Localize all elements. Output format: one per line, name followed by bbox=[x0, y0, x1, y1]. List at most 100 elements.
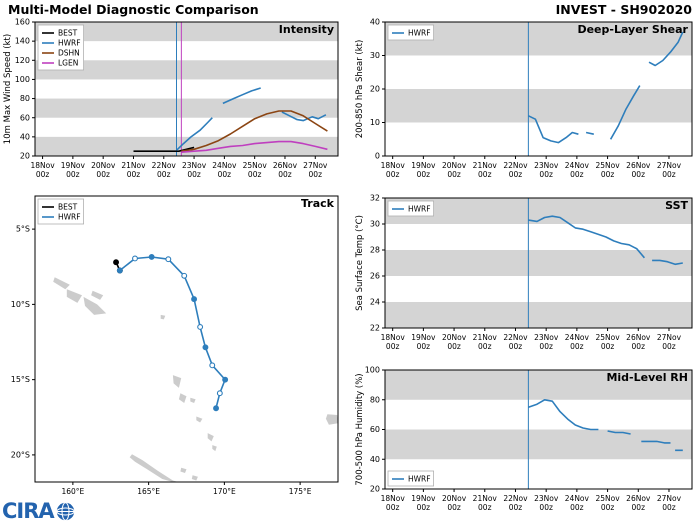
svg-text:80: 80 bbox=[370, 395, 380, 404]
svg-text:160: 160 bbox=[15, 18, 30, 27]
svg-text:00z: 00z bbox=[218, 170, 232, 179]
svg-text:32: 32 bbox=[370, 194, 380, 203]
svg-text:10°S: 10°S bbox=[11, 300, 30, 309]
cira-logo: CIRA bbox=[2, 499, 76, 523]
chart-svg-track: 5°S 10°S 15°S 20°S 160°E 165°E 170°E 175°E Track… bbox=[11, 195, 339, 496]
page-title: Multi-Model Diagnostic Comparison bbox=[8, 2, 259, 17]
cira-globe-icon bbox=[55, 501, 75, 521]
svg-text:200-850 hPa Shear (kt): 200-850 hPa Shear (kt) bbox=[355, 40, 365, 139]
svg-text:19Nov: 19Nov bbox=[411, 161, 436, 170]
svg-text:00z: 00z bbox=[248, 170, 262, 179]
svg-text:00z: 00z bbox=[386, 170, 400, 179]
chart-svg-intensity: 2040608010012014016018Nov00z19Nov00z20No… bbox=[3, 18, 339, 179]
svg-text:18Nov: 18Nov bbox=[381, 494, 406, 503]
svg-text:00z: 00z bbox=[278, 170, 292, 179]
svg-text:00z: 00z bbox=[570, 503, 584, 512]
svg-text:30: 30 bbox=[370, 220, 380, 229]
svg-text:60: 60 bbox=[20, 113, 30, 122]
svg-text:00z: 00z bbox=[601, 503, 615, 512]
svg-text:700-500 hPa Humidity (%): 700-500 hPa Humidity (%) bbox=[355, 373, 365, 485]
svg-text:20Nov: 20Nov bbox=[442, 494, 467, 503]
svg-text:100: 100 bbox=[15, 75, 30, 84]
svg-text:18Nov: 18Nov bbox=[381, 161, 406, 170]
svg-text:22Nov: 22Nov bbox=[503, 333, 528, 342]
svg-text:20: 20 bbox=[370, 85, 380, 94]
svg-text:23Nov: 23Nov bbox=[534, 161, 559, 170]
svg-text:00z: 00z bbox=[632, 503, 646, 512]
svg-text:26: 26 bbox=[370, 272, 380, 281]
svg-text:LGEN: LGEN bbox=[58, 58, 78, 67]
chart-svg-shear: 01020304018Nov00z19Nov00z20Nov00z21Nov00… bbox=[355, 18, 693, 179]
svg-text:HWRF: HWRF bbox=[58, 212, 81, 221]
shear-panel: 0 10 20 30 40 18Nov 00z 19Nov 00z 20Nov 00z 21Nov 00… bbox=[354, 16, 698, 190]
svg-text:18Nov: 18Nov bbox=[381, 333, 406, 342]
svg-text:Intensity: Intensity bbox=[279, 23, 334, 36]
svg-text:00z: 00z bbox=[601, 170, 615, 179]
svg-text:00z: 00z bbox=[539, 503, 553, 512]
svg-text:19Nov: 19Nov bbox=[411, 494, 436, 503]
cira-logo-text: CIRA bbox=[2, 499, 55, 523]
svg-text:27Nov: 27Nov bbox=[657, 161, 682, 170]
svg-text:19Nov: 19Nov bbox=[61, 161, 86, 170]
chart-svg-sst: 22242628303218Nov00z19Nov00z20Nov00z21No… bbox=[355, 194, 693, 351]
track-panel: 5°S 10°S 15°S 20°S 160°E 165°E 170°E 175°E Track… bbox=[2, 190, 344, 508]
svg-text:22Nov: 22Nov bbox=[152, 161, 177, 170]
svg-text:00z: 00z bbox=[601, 342, 615, 351]
svg-text:21Nov: 21Nov bbox=[473, 494, 498, 503]
svg-text:26Nov: 26Nov bbox=[626, 333, 651, 342]
svg-text:27Nov: 27Nov bbox=[303, 161, 328, 170]
svg-text:SST: SST bbox=[665, 199, 688, 212]
svg-text:40: 40 bbox=[370, 455, 380, 464]
svg-text:22: 22 bbox=[370, 324, 380, 333]
svg-text:HWRF: HWRF bbox=[408, 204, 431, 213]
svg-text:175°E: 175°E bbox=[289, 487, 312, 496]
svg-text:Track: Track bbox=[301, 197, 335, 210]
svg-text:00z: 00z bbox=[386, 503, 400, 512]
svg-text:25Nov: 25Nov bbox=[243, 161, 268, 170]
svg-text:00z: 00z bbox=[187, 170, 201, 179]
svg-text:15°S: 15°S bbox=[11, 375, 30, 384]
svg-text:25Nov: 25Nov bbox=[595, 161, 620, 170]
svg-text:00z: 00z bbox=[662, 503, 676, 512]
svg-text:165°E: 165°E bbox=[137, 487, 160, 496]
svg-text:20Nov: 20Nov bbox=[91, 161, 116, 170]
svg-text:19Nov: 19Nov bbox=[411, 333, 436, 342]
svg-text:22Nov: 22Nov bbox=[503, 161, 528, 170]
svg-text:21Nov: 21Nov bbox=[473, 161, 498, 170]
svg-text:10m Max Wind Speed (kt): 10m Max Wind Speed (kt) bbox=[3, 34, 13, 144]
svg-text:26Nov: 26Nov bbox=[626, 494, 651, 503]
svg-text:00z: 00z bbox=[386, 342, 400, 351]
svg-text:18Nov: 18Nov bbox=[30, 161, 55, 170]
svg-text:HWRF: HWRF bbox=[58, 38, 81, 47]
svg-text:26Nov: 26Nov bbox=[273, 161, 298, 170]
svg-text:25Nov: 25Nov bbox=[595, 494, 620, 503]
svg-text:00z: 00z bbox=[478, 503, 492, 512]
svg-text:27Nov: 27Nov bbox=[657, 333, 682, 342]
svg-text:170°E: 170°E bbox=[213, 487, 236, 496]
svg-text:20: 20 bbox=[370, 485, 380, 494]
svg-text:00z: 00z bbox=[447, 503, 461, 512]
svg-text:24Nov: 24Nov bbox=[212, 161, 237, 170]
svg-text:Sea Surface Temp (°C): Sea Surface Temp (°C) bbox=[355, 215, 365, 311]
svg-text:24Nov: 24Nov bbox=[565, 494, 590, 503]
svg-text:00z: 00z bbox=[570, 342, 584, 351]
svg-text:120: 120 bbox=[15, 56, 30, 65]
svg-text:80: 80 bbox=[20, 94, 30, 103]
svg-text:5°S: 5°S bbox=[16, 225, 30, 234]
svg-text:00z: 00z bbox=[509, 342, 523, 351]
svg-text:00z: 00z bbox=[309, 170, 323, 179]
svg-text:Mid-Level RH: Mid-Level RH bbox=[606, 371, 688, 384]
svg-text:100: 100 bbox=[365, 366, 380, 375]
svg-text:23Nov: 23Nov bbox=[534, 494, 559, 503]
svg-text:HWRF: HWRF bbox=[408, 28, 431, 37]
svg-text:28: 28 bbox=[370, 246, 380, 255]
svg-text:160°E: 160°E bbox=[61, 487, 84, 496]
svg-text:40: 40 bbox=[20, 132, 30, 141]
chart-svg-rh: 2040608010018Nov00z19Nov00z20Nov00z21Nov… bbox=[355, 366, 693, 512]
svg-text:HWRF: HWRF bbox=[408, 474, 431, 483]
svg-text:27Nov: 27Nov bbox=[657, 494, 682, 503]
svg-text:DSHN: DSHN bbox=[58, 48, 80, 57]
svg-text:30: 30 bbox=[370, 51, 380, 60]
svg-text:00z: 00z bbox=[127, 170, 141, 179]
